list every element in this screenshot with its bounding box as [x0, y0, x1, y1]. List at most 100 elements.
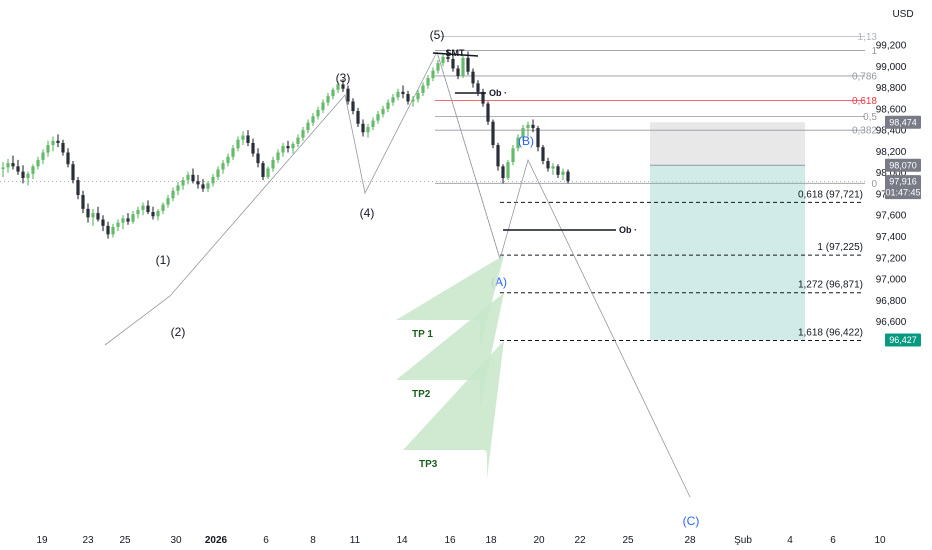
take-profit-zone[interactable] — [650, 165, 805, 340]
tp-label: TP2 — [412, 389, 431, 400]
fib-level-label: 1 — [871, 46, 877, 57]
price-tick-label: 97,000 — [876, 275, 907, 286]
price-tag — [885, 158, 921, 172]
tp-callout — [396, 255, 504, 348]
candle-body — [131, 214, 135, 222]
price-tick-label: 99,000 — [876, 62, 907, 73]
time-tick-label: 19 — [36, 535, 48, 546]
candle-body — [251, 142, 255, 154]
stop-loss-zone[interactable] — [650, 122, 805, 166]
wave-label: (C) — [683, 514, 700, 528]
candle-body — [391, 97, 395, 103]
candle-body — [136, 209, 140, 215]
candle-body — [196, 181, 200, 185]
candle-body — [376, 114, 380, 121]
candle-body — [21, 171, 25, 179]
price-tick-label: 98,600 — [876, 104, 907, 115]
time-axis[interactable]: 19 23 25 30 2026 6 8 11 14 16 18 20 22 25 28 Şub 4 6 10 — [36, 535, 886, 546]
fib-level-label: 0,786 — [852, 71, 877, 82]
time-tick-label: 11 — [350, 535, 361, 546]
price-tick-label: 98,000 — [876, 168, 907, 179]
candle-body — [371, 120, 375, 127]
candle-body — [1, 167, 5, 169]
candle-body — [216, 169, 220, 177]
candle-body — [96, 213, 100, 220]
time-tick-label: 30 — [170, 535, 182, 546]
wave-label: (B) — [518, 134, 534, 148]
candle-body — [266, 168, 270, 177]
candle-body — [356, 111, 360, 124]
time-tick-label: 6 — [830, 535, 836, 546]
candle-body — [546, 160, 550, 169]
currency-label: USD — [892, 9, 913, 20]
price-tag — [885, 175, 921, 200]
wave-label: (1) — [156, 253, 171, 267]
candle-body — [566, 171, 570, 182]
time-tick-label: 28 — [684, 535, 696, 546]
candle-body — [331, 89, 335, 97]
price-tick-label: 97,400 — [876, 232, 907, 243]
candle-body — [311, 116, 315, 123]
price-tick-label: 97,200 — [876, 253, 907, 264]
candle-body — [296, 137, 300, 144]
candle-body — [141, 205, 145, 210]
time-tick-label: 23 — [82, 535, 94, 546]
candle-body — [406, 94, 410, 102]
candle-body — [166, 198, 170, 205]
candle-body — [206, 183, 210, 189]
candle-body — [456, 68, 460, 76]
candle-body — [151, 212, 155, 217]
candle-body — [11, 163, 15, 167]
time-tick-label: 20 — [533, 535, 545, 546]
time-tick-label: Şub — [734, 535, 752, 546]
candle-body — [401, 91, 405, 95]
price-tick-label: 99,200 — [876, 41, 907, 52]
candle-body — [536, 128, 540, 148]
candle-body — [451, 58, 455, 69]
candle-body — [396, 91, 400, 98]
candle-body — [521, 128, 525, 138]
time-tick-label: 16 — [444, 535, 456, 546]
candle-body — [561, 171, 565, 175]
candle-body — [471, 71, 475, 84]
time-tick-label: 22 — [574, 535, 586, 546]
candle-body — [431, 70, 435, 79]
fib-level-label: 0,382 — [852, 126, 877, 137]
candle-body — [476, 83, 480, 92]
impulse-wave-line — [104, 51, 438, 346]
time-tick-label: 8 — [310, 535, 316, 546]
candle-body — [271, 159, 275, 169]
price-tick-label: 97,600 — [876, 211, 907, 222]
tp-callout — [403, 340, 504, 478]
fib-level-label: 1,13 — [858, 32, 878, 43]
candle-body — [551, 166, 555, 169]
fibonacci-levels: 1,13 1 0,786 0,618 0,5 0,382 0 0,618 (97,721) 1 … — [435, 32, 878, 341]
candle-body — [36, 159, 40, 167]
candle-body — [91, 213, 95, 218]
price-tick-label: 98,800 — [876, 83, 907, 94]
candle-body — [246, 135, 250, 143]
candle-body — [276, 152, 280, 160]
wave-label: (4) — [360, 206, 375, 220]
candle-body — [211, 176, 215, 184]
candle-body — [116, 222, 120, 227]
candle-body — [86, 208, 90, 218]
price-tick-label: 96,800 — [876, 296, 907, 307]
candle-body — [66, 152, 70, 165]
candle-body — [106, 225, 110, 235]
candle-body — [526, 124, 530, 129]
candle-body — [236, 139, 240, 149]
target-level-label: 0,618 (97,721) — [798, 189, 863, 200]
candle-body — [441, 56, 445, 64]
candle-body — [346, 88, 350, 102]
candle-body — [156, 210, 160, 217]
candle-body — [26, 173, 30, 179]
time-tick-label: 2026 — [205, 535, 228, 546]
price-axis[interactable]: 99,200 99,000 98,800 98,600 98,400 98,200 98,0… — [876, 41, 921, 347]
time-tick-label: 10 — [874, 535, 886, 546]
fib-level-label: 0,618 — [852, 96, 877, 107]
time-tick-label: 4 — [787, 535, 793, 546]
candle-body — [501, 166, 505, 179]
